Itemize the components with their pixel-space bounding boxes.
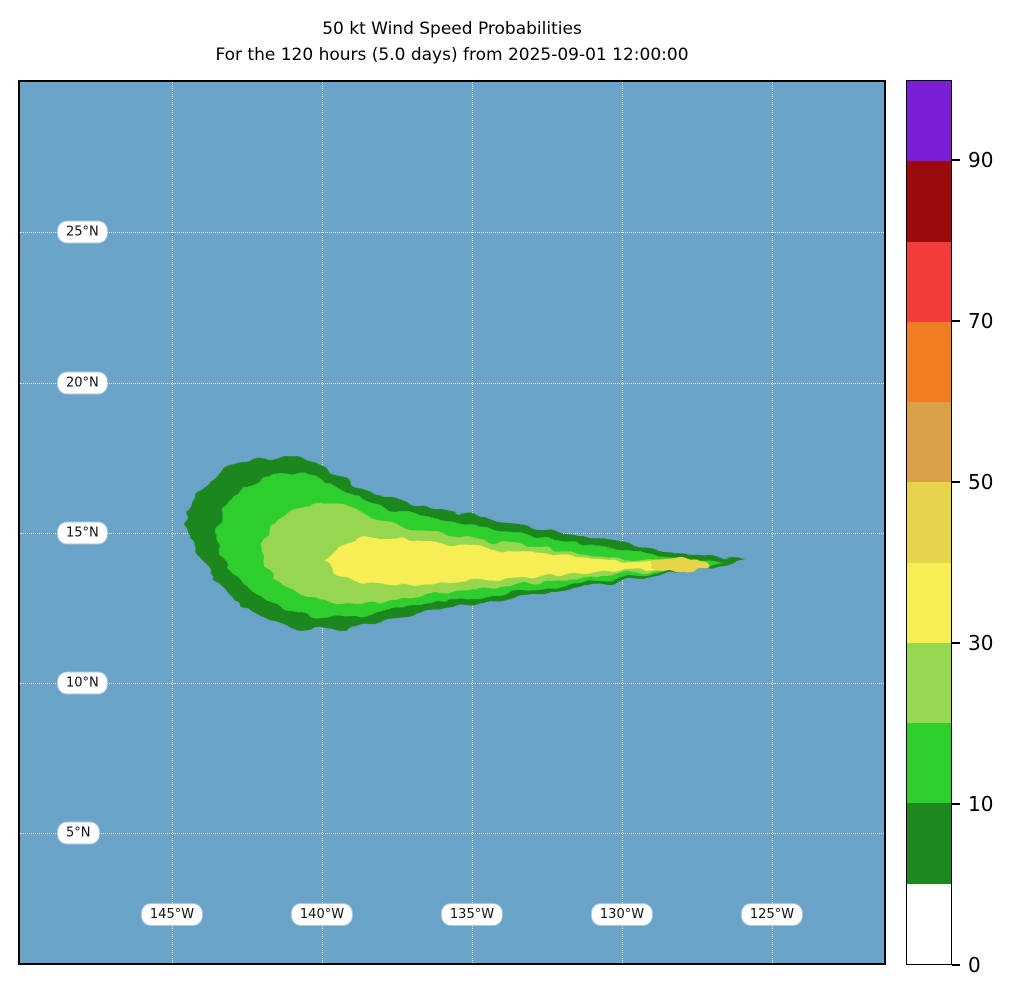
colorbar-segment — [907, 482, 951, 563]
colorbar-ticks: 90 70 50 30 10 0 — [952, 80, 1022, 977]
lat-label-5n: 5°N — [58, 822, 99, 844]
lon-label-125w: 125°W — [741, 904, 803, 925]
lon-label-130w: 130°W — [591, 904, 653, 925]
colorbar — [906, 80, 952, 965]
colorbar-tick-label: 70 — [968, 309, 994, 334]
probability-contours — [184, 456, 744, 629]
gridline-lat-10n — [20, 683, 884, 684]
lat-label-10n: 10°N — [58, 672, 107, 694]
lat-label-15n: 15°N — [58, 522, 107, 544]
gridline-lat-20n — [20, 383, 884, 384]
chart-title: 50 kt Wind Speed Probabilities — [322, 19, 582, 39]
lon-label-145w: 145°W — [141, 904, 203, 925]
lon-label-140w: 140°W — [291, 904, 353, 925]
contour-30pct — [325, 538, 692, 585]
lon-label-135w: 135°W — [441, 904, 503, 925]
lat-label-25n: 25°N — [58, 221, 107, 243]
colorbar-tick-mark — [952, 481, 960, 484]
colorbar-tick-mark — [952, 642, 960, 645]
gridline-lon-130w — [622, 82, 623, 963]
colorbar-tick-label: 30 — [968, 631, 994, 656]
colorbar-tick-label: 0 — [968, 953, 981, 977]
lat-label-20n: 20°N — [58, 372, 107, 394]
colorbar-segment — [907, 161, 951, 242]
colorbar-tick-mark — [952, 964, 960, 966]
map-area: 25°N 20°N 15°N 10°N 5°N 145°W 140°W 135°… — [18, 80, 886, 965]
colorbar-tick-label: 10 — [968, 792, 994, 817]
colorbar-tick-mark — [952, 803, 960, 806]
colorbar-segment — [907, 562, 951, 643]
colorbar-tick-mark — [952, 159, 960, 162]
colorbar-segment — [907, 803, 951, 884]
colorbar-tick-mark — [952, 320, 960, 323]
colorbar-segment — [907, 241, 951, 322]
gridline-lon-145w — [172, 82, 173, 963]
gridline-lat-5n — [20, 833, 884, 834]
colorbar-tick-label: 90 — [968, 148, 994, 173]
colorbar-segment — [907, 321, 951, 403]
contour-40pct — [650, 558, 710, 572]
colorbar-tick-label: 50 — [968, 470, 994, 495]
colorbar-segment — [907, 81, 951, 162]
gridline-lon-125w — [772, 82, 773, 963]
chart-subtitle: For the 120 hours (5.0 days) from 2025-0… — [215, 45, 689, 65]
colorbar-segments — [907, 81, 951, 964]
colorbar-segment — [907, 883, 951, 964]
gridline-lat-25n — [20, 232, 884, 233]
colorbar-segment — [907, 402, 951, 483]
colorbar-segment — [907, 723, 951, 804]
colorbar-segment — [907, 642, 951, 724]
